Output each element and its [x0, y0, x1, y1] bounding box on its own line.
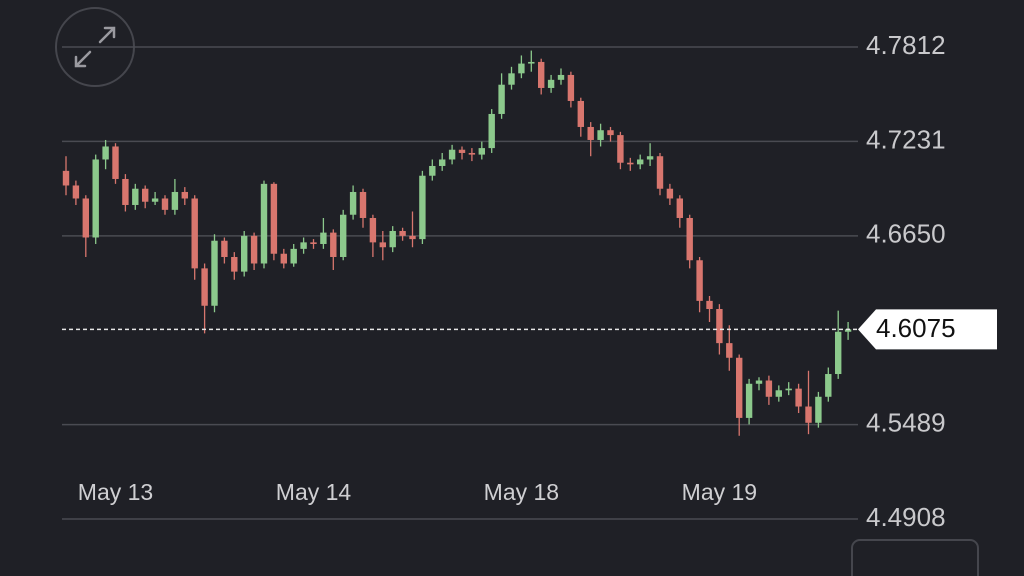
candle-body [409, 235, 416, 240]
candle-body [617, 135, 624, 163]
candle-body [508, 73, 515, 85]
candle-body [805, 406, 812, 423]
candle-body [359, 191, 367, 218]
candle-body [290, 248, 297, 264]
candle-body [597, 130, 604, 140]
last-price-label: 4.6075 [876, 313, 956, 343]
x-tick-label: May 14 [276, 479, 352, 505]
candle-body [567, 74, 575, 101]
y-tick-label: 4.6650 [866, 219, 946, 249]
candle-body [92, 159, 99, 238]
candle-body [122, 178, 129, 205]
last-price-tag [858, 309, 997, 350]
candle-body [439, 159, 446, 166]
expand-icon[interactable] [74, 26, 116, 68]
candle-body [577, 100, 584, 127]
candle-body [310, 242, 317, 244]
candle-body [191, 198, 198, 269]
candle-body [637, 159, 644, 165]
candle-body [270, 183, 278, 254]
candle-body [547, 79, 555, 88]
candle-body [488, 113, 495, 149]
candle-body [62, 170, 70, 186]
candle-body [815, 396, 822, 423]
candle-body [399, 230, 406, 236]
candle-body [102, 146, 109, 160]
candle-body [181, 191, 188, 199]
candle-body [686, 217, 693, 261]
candle-body [142, 188, 149, 202]
candle-body [250, 235, 258, 264]
candle-body [221, 240, 228, 257]
candle-body [211, 240, 218, 306]
candle-body [666, 188, 674, 199]
candle-body [320, 232, 327, 244]
candle-body [468, 152, 476, 155]
candle-body [587, 126, 594, 140]
candle-body [419, 175, 426, 240]
candle-body [844, 329, 852, 332]
y-tick-label: 4.7812 [866, 30, 946, 60]
candle-body [448, 149, 456, 160]
candle-body [795, 388, 802, 407]
candle-body [775, 390, 782, 397]
candle-body [755, 380, 763, 384]
x-tick-label: May 13 [78, 479, 153, 505]
candle-body [241, 235, 248, 272]
candle-body [429, 165, 436, 176]
y-tick-label: 4.5489 [866, 407, 946, 437]
candle-body [260, 183, 268, 264]
y-tick-label: 4.4908 [866, 502, 946, 532]
candle-body [231, 256, 238, 272]
candle-body [349, 191, 357, 215]
candle-body [300, 242, 307, 249]
candle-body [171, 191, 179, 210]
candle-body [706, 300, 713, 310]
candle-body [696, 260, 703, 301]
y-tick-label: 4.7231 [866, 124, 946, 154]
candle-body [389, 230, 396, 248]
candle-body [458, 149, 466, 153]
candle-body [676, 198, 683, 218]
candle-body [716, 309, 723, 344]
candle-body [201, 268, 208, 306]
candle-body [538, 61, 545, 88]
candle-body [132, 188, 139, 205]
candle-body [72, 185, 80, 199]
candle-body [528, 61, 535, 64]
x-tick-label: May 18 [484, 479, 559, 505]
candle-body [557, 74, 565, 80]
candle-body [825, 374, 832, 397]
candle-body [785, 388, 792, 391]
candle-body [646, 156, 654, 160]
candle-body [478, 148, 485, 155]
candle-body [379, 242, 386, 248]
candle-body [161, 198, 169, 210]
candle-body [518, 63, 525, 74]
corner-button[interactable] [851, 539, 979, 576]
candle-body [82, 198, 89, 238]
candle-body [656, 156, 664, 189]
candle-body [627, 162, 634, 165]
candle-body [498, 84, 505, 114]
candle-body [369, 217, 377, 243]
candle-body [340, 214, 347, 257]
x-tick-label: May 19 [682, 479, 757, 505]
candle-body [835, 331, 842, 375]
candle-body [726, 343, 733, 358]
candle-body [112, 146, 119, 179]
candle-body [745, 383, 753, 418]
candle-body [330, 232, 337, 257]
candle-body [765, 380, 773, 397]
candle-body [151, 198, 159, 202]
candle-body [607, 130, 614, 136]
candle-body [280, 253, 287, 264]
candle-body [736, 357, 743, 418]
